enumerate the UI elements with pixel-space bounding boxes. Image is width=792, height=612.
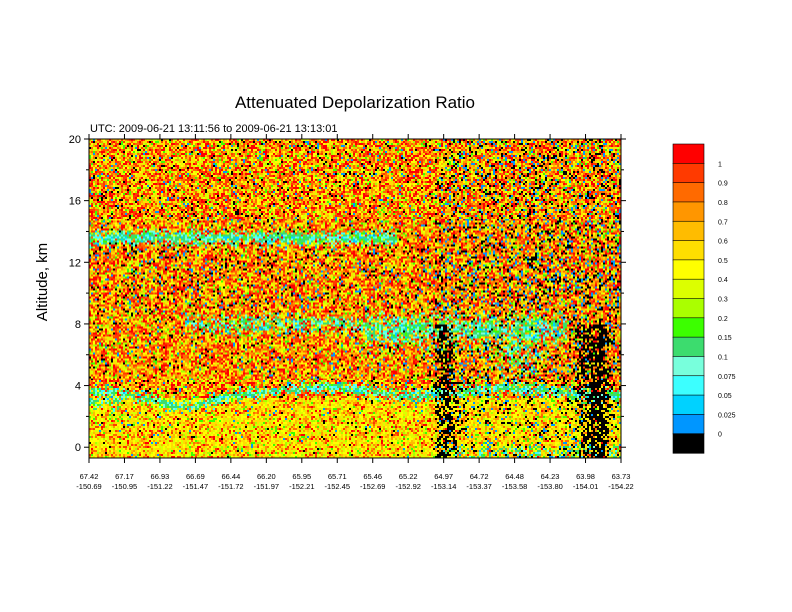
- plot-area: [88, 138, 622, 459]
- x-tick-lon: -153.80: [537, 482, 562, 491]
- y-tick-label: 16: [69, 196, 81, 208]
- colorbar-label: 0.15: [718, 335, 732, 342]
- colorbar-box: [672, 220, 705, 242]
- colorbar-label: 0.3: [718, 297, 728, 304]
- x-tick-lat: 65.46: [363, 472, 382, 481]
- colorbar-label: 0.2: [718, 316, 728, 323]
- y-tick-label: 8: [75, 319, 81, 331]
- colorbar-box: [672, 336, 705, 358]
- colorbar-box: [672, 201, 705, 222]
- x-tick-lon: -151.72: [218, 482, 243, 491]
- x-axis: 67.42-150.69 67.17-150.95 66.93-151.22 66.6…: [76, 134, 634, 491]
- chart-subtitle: UTC: 2009-06-21 13:11:56 to 2009-06-21 1…: [90, 123, 337, 135]
- colorbar-label: 0.1: [718, 354, 728, 361]
- colorbar-label: 0.4: [718, 277, 728, 284]
- x-tick-lon: -154.22: [608, 482, 633, 491]
- x-tick-lat: 63.73: [612, 472, 631, 481]
- x-tick-lon: -153.58: [502, 482, 527, 491]
- depolarization-curtain: [89, 139, 621, 458]
- colorbar-label: 0.6: [718, 239, 728, 246]
- colorbar-box: [672, 375, 705, 396]
- x-tick-lat: 65.22: [399, 472, 418, 481]
- colorbar-box: [672, 278, 705, 300]
- colorbar-label: 1: [718, 161, 722, 168]
- x-tick-lat: 64.23: [541, 472, 560, 481]
- colorbar-box: [672, 356, 705, 377]
- colorbar-label: 0.05: [718, 393, 732, 400]
- colorbar-box: [672, 240, 705, 261]
- colorbar-box: [672, 433, 705, 454]
- y-tick-label: 0: [75, 442, 81, 454]
- x-tick-lat: 63.98: [576, 472, 595, 481]
- x-tick-lat: 66.69: [186, 472, 205, 481]
- x-tick-lon: -151.97: [254, 482, 279, 491]
- colorbar-box: [672, 394, 705, 415]
- x-tick-lat: 66.93: [151, 472, 170, 481]
- colorbar-box: [672, 143, 705, 164]
- x-tick-lon: -152.45: [325, 482, 350, 491]
- x-tick-lon: -153.14: [431, 482, 456, 491]
- plot-border: [88, 138, 622, 459]
- x-tick-lat: 66.20: [257, 472, 276, 481]
- colorbar-box: [672, 298, 705, 319]
- x-tick-lat: 66.44: [221, 472, 240, 481]
- y-tick-label: 12: [69, 257, 81, 269]
- colorbar-label: 0.7: [718, 219, 728, 226]
- x-tick-lat: 67.42: [80, 472, 99, 481]
- x-tick-lon: -152.92: [395, 482, 420, 491]
- x-tick-lon: -151.22: [147, 482, 172, 491]
- y-tick-label: 20: [69, 134, 81, 146]
- x-tick-lon: -153.37: [466, 482, 491, 491]
- x-tick-lat: 65.95: [292, 472, 311, 481]
- colorbar-label: 0.5: [718, 258, 728, 265]
- y-axis: 0 4 8 12 16 20: [69, 134, 626, 454]
- colorbar-box: [672, 317, 705, 338]
- colorbar-box: [672, 414, 705, 435]
- x-tick-lon: -154.01: [573, 482, 598, 491]
- y-axis-label: Altitude, km: [34, 243, 51, 321]
- colorbar: 1 0.9 0.8 0.7 0.6 0.5 0.4 0.3 0.2 0.15 0.1 0.075 0.0…: [672, 143, 736, 454]
- x-tick-lat: 64.97: [434, 472, 453, 481]
- colorbar-label: 0: [718, 432, 722, 439]
- colorbar-box: [672, 163, 705, 184]
- x-tick-lon: -150.69: [76, 482, 101, 491]
- colorbar-box: [672, 259, 705, 280]
- colorbar-box: [672, 182, 705, 203]
- colorbar-label: 0.025: [718, 412, 736, 419]
- x-tick-lat: 67.17: [115, 472, 134, 481]
- colorbar-label: 0.9: [718, 181, 728, 188]
- chart-title: Attenuated Depolarization Ratio: [235, 93, 475, 112]
- y-tick-label: 4: [75, 381, 81, 393]
- colorbar-label: 0.075: [718, 374, 736, 381]
- x-tick-lon: -152.21: [289, 482, 314, 491]
- x-tick-lon: -152.69: [360, 482, 385, 491]
- x-tick-lon: -150.95: [112, 482, 137, 491]
- x-tick-lon: -151.47: [183, 482, 208, 491]
- x-tick-lat: 64.48: [505, 472, 524, 481]
- colorbar-label: 0.8: [718, 200, 728, 207]
- x-tick-lat: 64.72: [470, 472, 489, 481]
- x-tick-lat: 65.71: [328, 472, 347, 481]
